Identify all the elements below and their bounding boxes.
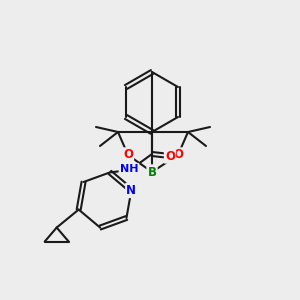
Text: O: O (165, 149, 175, 163)
Text: NH: NH (120, 164, 138, 174)
Text: N: N (126, 184, 136, 197)
Text: O: O (123, 148, 133, 161)
Text: B: B (148, 166, 157, 178)
Text: O: O (173, 148, 183, 161)
